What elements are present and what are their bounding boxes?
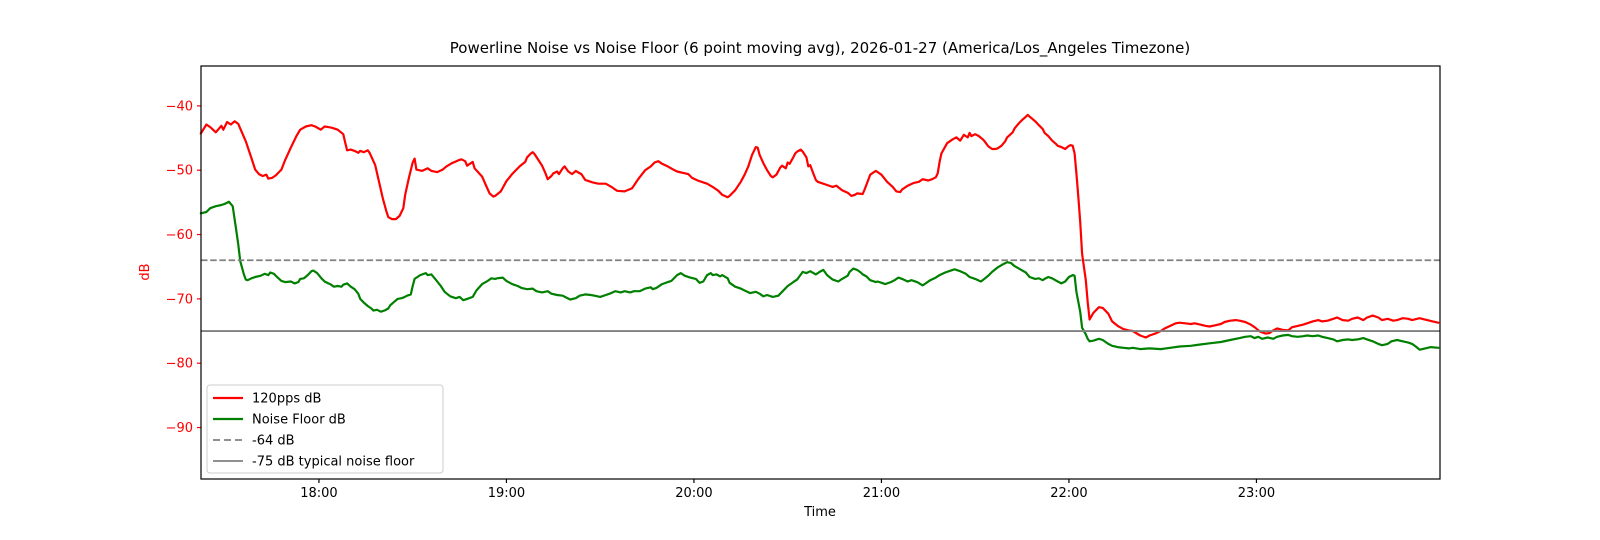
threshold-lines [201,259,1440,332]
series-line-120pps-db [199,113,1440,339]
x-tick-label: 21:00 [863,486,900,501]
legend-item-noise-floor: Noise Floor dB [213,413,346,428]
y-tick-label: −80 [166,357,193,372]
legend-item-minus75: -75 dB typical noise floor [213,455,415,470]
y-axis-ticks: −40 −50 −60 −70 −80 −90 [166,99,201,436]
legend-label: 120pps dB [252,392,321,407]
y-tick-label: −50 [166,164,193,179]
x-tick-label: 20:00 [675,486,712,501]
x-tick-label: 22:00 [1050,486,1087,501]
x-tick-label: 18:00 [300,486,337,501]
chart-title: Powerline Noise vs Noise Floor (6 point … [450,39,1190,58]
y-tick-label: −40 [166,99,193,114]
y-tick-label: −70 [166,292,193,307]
legend-item-120pps: 120pps dB [213,392,321,407]
legend-label: -75 dB typical noise floor [252,455,415,470]
x-tick-label: 19:00 [488,486,525,501]
legend-label: Noise Floor dB [252,413,346,428]
y-axis-label: dB [138,263,153,280]
plot-lines [199,113,1440,351]
legend: 120pps dB Noise Floor dB -64 dB -75 dB t… [206,384,444,474]
series-line-noise-floor-db [199,200,1440,351]
legend-frame [206,384,444,474]
legend-label: -64 dB [252,434,295,449]
x-axis-ticks: 18:00 19:00 20:00 21:00 22:00 23:00 [300,479,1275,501]
y-tick-label: −90 [166,421,193,436]
x-tick-label: 23:00 [1238,486,1275,501]
legend-item-minus64: -64 dB [213,434,295,449]
axes-spines [200,65,1441,480]
y-tick-label: −60 [166,228,193,243]
x-axis-label: Time [803,505,836,520]
